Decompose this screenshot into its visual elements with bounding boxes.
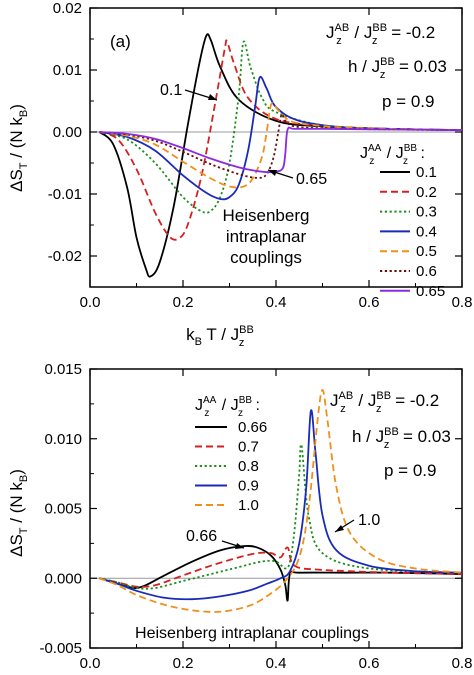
x-tick-label: 0.2 (173, 294, 194, 311)
series-line (99, 409, 463, 601)
annotation: Heisenberg intraplanar couplings (223, 206, 310, 267)
legend-label: 0.8 (238, 458, 259, 475)
x-tick-label: 0.8 (452, 294, 473, 311)
annotation-line: couplings (230, 248, 302, 267)
annotation-line: Heisenberg intraplanar couplings (135, 625, 369, 642)
legend-title: JAA z / JBB z : (360, 143, 425, 167)
series-line (99, 443, 463, 590)
param-jab: JAB z / JBB z = -0.2 (330, 390, 439, 415)
x-axis-label: kB T / JBB z (186, 324, 254, 349)
plot-frame (89, 368, 463, 649)
arrow-head-icon (235, 543, 244, 549)
curves (98, 33, 463, 278)
x-tick-label: 0.0 (80, 294, 101, 311)
param-h: h / JBB z = 0.03 (348, 56, 447, 81)
series-line (98, 33, 463, 278)
arrow-head-icon (335, 525, 344, 532)
y-tick-label: 0.01 (53, 62, 82, 79)
x-tick-label: 0.4 (266, 655, 287, 672)
legend-label: 0.65 (416, 283, 445, 300)
y-axis-label: ΔST / (N kB) (7, 104, 30, 192)
y-tick-label: 0.015 (44, 361, 82, 378)
legend-label: 0.1 (416, 164, 437, 181)
annotation-line: intraplanar (226, 227, 307, 246)
param-h: h / JBB z = 0.03 (352, 426, 451, 451)
curve-label: 0.66 (186, 528, 217, 545)
axis-ticks: 0.0 0.2 0.4 0.6 0.8 0.015 0.010 0.005 0.000 -0.00… (39, 361, 472, 672)
legend-label: 0.3 (416, 204, 437, 221)
y-tick-label: -0.005 (39, 640, 82, 657)
curve-label: 1.0 (358, 512, 380, 529)
legend: 0.66 0.7 0.8 0.9 1.0 (195, 419, 267, 514)
series-line (99, 102, 463, 189)
param-block: JAB z / JBB z = -0.2 h / JBB z = 0.03 p = 0… (330, 390, 451, 480)
curve-label: 0.65 (296, 171, 327, 188)
series-line (98, 389, 463, 613)
panel-label: (a) (110, 32, 131, 51)
y-tick-label: -0.02 (48, 248, 82, 265)
curve-label: 0.1 (160, 82, 182, 99)
x-tick-label: 0.4 (266, 294, 287, 311)
y-tick-label: 0.02 (53, 0, 82, 17)
legend-label: 0.66 (238, 419, 267, 436)
param-jab: JAB z / JBB z = -0.2 (326, 22, 435, 47)
y-tick-label: 0.000 (44, 570, 82, 587)
x-tick-label: 0.6 (359, 655, 380, 672)
x-tick-label: 0.0 (80, 655, 101, 672)
series-line (99, 113, 463, 179)
panel-top: 0.0 0.2 0.4 0.6 0.8 0.02 0.01 0.00 -0.01 -0.02 (a… (7, 0, 472, 349)
series-line (99, 75, 463, 201)
series-line (99, 546, 463, 588)
param-p: p = 0.9 (382, 92, 434, 111)
y-tick-label: 0.00 (53, 124, 82, 141)
legend-label: 0.7 (238, 439, 259, 456)
legend-label: 0.5 (416, 243, 437, 260)
panel-bottom: 0.0 0.2 0.4 0.6 0.8 0.015 0.010 0.005 0.000 -0.00… (7, 361, 472, 672)
param-p: p = 0.9 (384, 461, 436, 480)
y-axis-label: ΔST / (N kB) (7, 469, 30, 557)
y-tick-label: -0.01 (48, 186, 82, 203)
legend-label: 1.0 (238, 497, 259, 514)
x-tick-label: 0.2 (173, 655, 194, 672)
x-tick-label: 0.6 (359, 294, 380, 311)
y-tick-label: 0.010 (44, 431, 82, 448)
x-tick-label: 0.8 (452, 655, 473, 672)
legend-title: JAA z / JBB z : (195, 395, 260, 419)
annotation-line: Heisenberg (223, 206, 310, 225)
curves (98, 389, 463, 613)
arrow-head-icon (268, 170, 277, 176)
legend-label: 0.4 (416, 223, 437, 240)
param-block: JAB z / JBB z = -0.2 h / JBB z = 0.03 p = 0… (326, 22, 447, 111)
legend-label: 0.6 (416, 263, 437, 280)
arrow-head-icon (208, 94, 217, 100)
legend-label: 0.9 (238, 478, 259, 495)
legend: 0.1 0.2 0.3 0.4 0.5 0.6 0.65 (380, 164, 445, 300)
y-tick-label: 0.005 (44, 501, 82, 518)
legend-label: 0.2 (416, 184, 437, 201)
axis-ticks: 0.0 0.2 0.4 0.6 0.8 0.02 0.01 0.00 -0.01 -0.02 (48, 0, 473, 311)
